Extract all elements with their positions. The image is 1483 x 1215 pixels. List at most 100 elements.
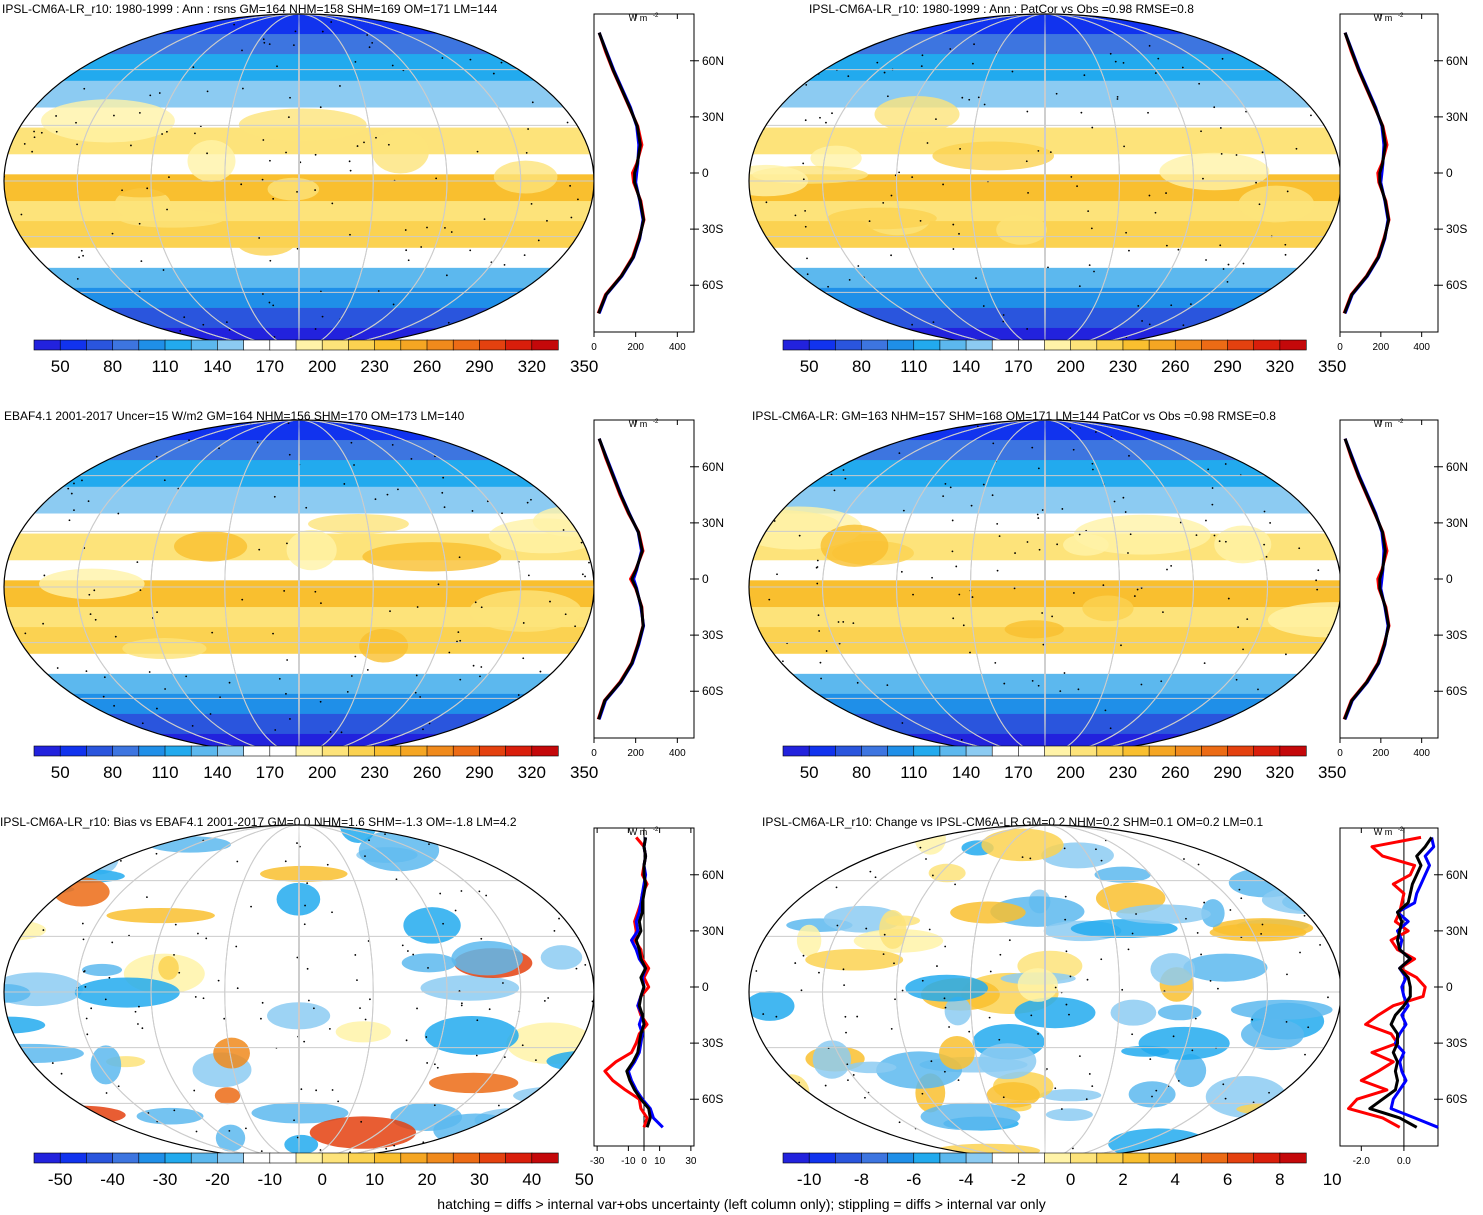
field-blob [996,214,1047,245]
lat-tick-label: 30S [702,628,723,642]
colorbar-swatch [164,339,192,351]
field-blob [805,948,904,971]
colorbar-label: -50 [48,1170,73,1189]
colorbar-swatch [1096,1152,1124,1164]
field-blob [1228,867,1303,898]
colorbar-label: 2 [1118,1170,1127,1189]
colorbar-label: -20 [205,1170,230,1189]
field-blob [493,160,558,194]
colorbar-swatch [1096,745,1124,757]
colorbar-swatch [112,1152,140,1164]
colorbar-swatch [505,1152,533,1164]
colorbar-swatch [1148,339,1176,351]
field-blob [49,836,111,853]
colorbar-label: 260 [413,763,441,782]
field-blob [238,108,367,141]
field-blob [1240,1018,1304,1051]
panel-title-3: EBAF4.1 2001-2017 Uncer=15 W/m2 GM=164 N… [4,409,465,423]
colorbar-swatch [321,745,350,757]
x-tick-label: 200 [627,342,644,353]
units-superscript: -2 [1398,827,1404,833]
colorbar-swatch [1148,745,1176,757]
colorbar-swatch [861,1152,889,1164]
colorbar-swatch [374,339,402,351]
colorbar-label: 200 [1056,357,1084,376]
field-blob [986,1082,1040,1108]
field-blob [1236,1102,1325,1116]
colorbar-6: -10 -8 -6 -4 -2 0 2 4 6 8 10 [782,1152,1342,1189]
field-blob [1073,514,1211,555]
lat-tick-label: 60S [702,1092,723,1106]
x-tick-label: -10 [621,1156,636,1167]
field-blob [284,1134,319,1155]
colorbar-1: 50 80 110 140 170 200 230 260 290 320 350 [33,339,598,376]
lat-tick-label: 30N [702,516,724,530]
colorbar-label: 140 [203,763,231,782]
map-panel-3 [3,419,595,755]
field-blob [362,542,502,572]
field-blob [424,1016,519,1055]
colorbar-swatch [452,745,481,757]
map-panel-2 [748,13,1342,349]
colorbar-label: 230 [1109,357,1137,376]
x-tick-label: 30 [685,1156,697,1167]
map-panel-5 [3,824,595,1160]
field-blob [4,1043,84,1064]
graticule [749,14,1341,348]
graticule [749,420,1341,754]
colorbar-label: 0 [1066,1170,1075,1189]
x-tick-label: 0 [591,342,597,353]
profile-panel-3: W m -2 60N 30N 0 30S 60S 0 200 400 [591,419,724,759]
field-blob [106,908,215,924]
field-blob [914,825,946,855]
units-superscript: -2 [653,13,659,19]
lat-tick-label: 60N [1446,868,1468,882]
field-blob [1209,923,1307,942]
colorbar-label: 110 [900,357,927,376]
field-blob [433,1113,518,1148]
lat-tick-label: 30S [702,1036,723,1050]
colorbar-swatch [426,1152,454,1164]
field-blob [513,832,589,852]
field-blob [158,955,179,980]
profile-series-3 [625,837,652,1128]
profile-series-1 [1347,835,1427,1129]
colorbar-label: 110 [900,763,927,782]
colorbar-swatch [1070,339,1098,351]
panel-title-2: IPSL-CM6A-LR_r10: 1980-1999 : Ann : PatC… [809,2,1194,16]
colorbar-swatch [295,745,323,757]
field-blob [136,1107,204,1125]
panel-title-4: IPSL-CM6A-LR: GM=163 NHM=157 SHM=168 OM=… [752,409,1276,423]
colorbar-swatch [1018,339,1046,351]
units-label: W m [629,419,648,429]
field-blob [28,1105,126,1125]
colorbar-swatch [374,1152,402,1164]
profile-series-3 [1343,438,1391,720]
colorbar-label: 80 [852,357,871,376]
colorbar-swatch [426,339,454,351]
colorbar-label: 350 [570,357,598,376]
field-blob [773,1074,810,1113]
lat-tick-label: 0 [702,166,709,180]
graticule [4,14,594,348]
field-blob [754,1100,836,1130]
lat-tick-label: 60S [1446,1092,1467,1106]
lat-tick-label: 30S [702,222,723,236]
colorbar-swatch [112,339,140,351]
lat-tick-label: 60N [1446,460,1468,474]
field-blob [267,177,320,201]
colorbar-swatch [1070,1152,1098,1164]
lat-tick-label: 60S [702,278,723,292]
colorbar-label: 170 [1004,357,1032,376]
field-blob [1261,885,1341,915]
field-blob [1194,833,1241,850]
field-blob [513,1086,594,1105]
lat-tick-label: 0 [702,980,709,994]
colorbar-label: 320 [1266,763,1294,782]
field-blob [401,953,457,973]
colorbar-label: 320 [518,357,546,376]
field-blob [335,1021,391,1043]
colorbar-swatch [808,339,836,351]
field-blob [174,531,248,562]
